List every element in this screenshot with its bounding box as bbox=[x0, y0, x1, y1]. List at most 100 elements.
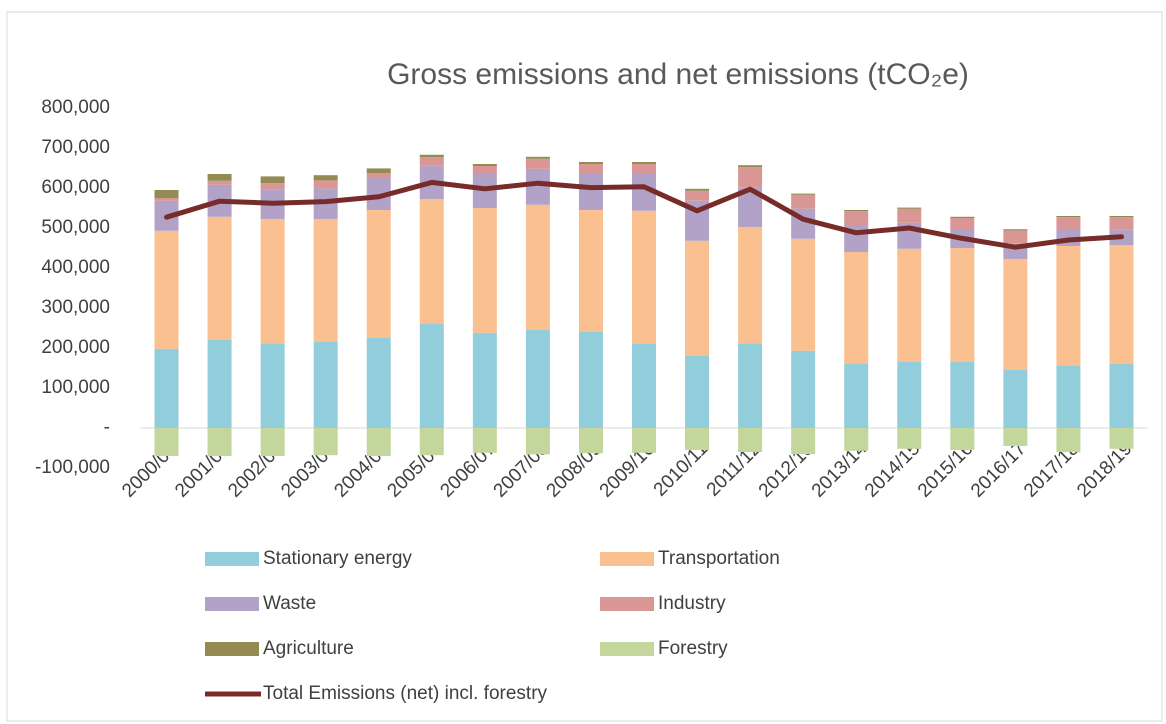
bar-segment bbox=[844, 428, 869, 451]
legend-swatch bbox=[600, 597, 654, 611]
bar-segment bbox=[844, 210, 869, 212]
legend-label: Agriculture bbox=[263, 638, 354, 659]
bar-segment bbox=[1003, 259, 1028, 370]
bar-segment bbox=[472, 164, 497, 166]
bar-segment bbox=[844, 363, 869, 428]
y-tick-label: 100,000 bbox=[41, 377, 110, 398]
bar-segment bbox=[366, 428, 391, 456]
bar-segment bbox=[685, 190, 710, 201]
bar-segment bbox=[1056, 366, 1081, 428]
bar-segment bbox=[791, 350, 816, 428]
bar-segment bbox=[313, 180, 338, 189]
bar-segment bbox=[632, 428, 656, 453]
bar-segment bbox=[1003, 229, 1028, 231]
bar-segment bbox=[525, 330, 550, 428]
bar-segment bbox=[685, 356, 710, 428]
bar-segment bbox=[738, 343, 763, 428]
bar-segment bbox=[578, 164, 603, 174]
y-tick-label: 500,000 bbox=[41, 217, 110, 238]
bar-segment bbox=[950, 362, 975, 428]
bar-segment bbox=[207, 340, 232, 428]
bar-segment bbox=[1056, 216, 1081, 218]
bar-segment bbox=[1109, 217, 1134, 230]
bar-segment bbox=[897, 208, 922, 223]
line-series bbox=[164, 179, 1124, 250]
chart-title: Gross emissions and net emissions (tCO₂e… bbox=[387, 58, 969, 91]
bar-segment bbox=[685, 188, 710, 191]
bar-segment bbox=[950, 216, 975, 218]
bar-segment bbox=[207, 180, 232, 185]
bar-segment bbox=[1056, 428, 1081, 452]
bar-segment bbox=[525, 158, 550, 169]
bar-segment bbox=[472, 332, 497, 428]
bar-segment bbox=[1109, 364, 1134, 428]
bar-segment bbox=[1003, 370, 1028, 428]
y-tick-label: 800,000 bbox=[41, 97, 110, 118]
bar-segment bbox=[1109, 216, 1134, 218]
legend-swatch bbox=[205, 597, 259, 611]
bar-segment bbox=[1003, 428, 1028, 446]
bar-segment bbox=[897, 207, 922, 209]
bar-segment bbox=[632, 344, 656, 428]
bar-segment bbox=[1056, 217, 1081, 230]
bar-segment bbox=[738, 167, 763, 188]
bar-segment bbox=[366, 173, 391, 178]
bar-segment bbox=[632, 210, 656, 344]
bar-segment bbox=[791, 194, 816, 209]
bar-segment bbox=[632, 162, 656, 164]
legend-label: Stationary energy bbox=[263, 548, 412, 569]
bar-segment bbox=[738, 165, 763, 168]
y-tick-label: - bbox=[104, 417, 110, 438]
bar-segment bbox=[419, 157, 444, 166]
legend-swatch bbox=[600, 642, 654, 656]
bar-segment bbox=[419, 199, 444, 324]
bar-segment bbox=[1109, 428, 1134, 449]
y-tick-label: -100,000 bbox=[35, 457, 110, 478]
bar-segment bbox=[154, 348, 179, 428]
bar-segment bbox=[950, 248, 975, 362]
bar-segment bbox=[950, 218, 975, 230]
bar-segment bbox=[260, 183, 285, 190]
bar-segment bbox=[897, 428, 922, 449]
y-tick-label: 600,000 bbox=[41, 177, 110, 198]
bar-segment bbox=[844, 252, 869, 364]
bar-segment bbox=[366, 338, 391, 428]
bar-segment bbox=[260, 219, 285, 344]
bar-segment bbox=[419, 428, 444, 456]
bar-segment bbox=[472, 208, 497, 333]
bar-segment bbox=[207, 216, 232, 340]
bar-segment bbox=[791, 428, 816, 454]
bar-segment bbox=[578, 210, 603, 332]
bar-segment bbox=[578, 162, 603, 164]
bar-segment bbox=[525, 168, 550, 205]
legend-swatch bbox=[205, 552, 259, 566]
bar-segment bbox=[578, 332, 603, 428]
bar-segment bbox=[419, 154, 444, 158]
y-tick-label: 300,000 bbox=[41, 297, 110, 318]
bar-segment bbox=[1056, 246, 1081, 366]
bar-segment bbox=[207, 428, 232, 456]
legend-label: Forestry bbox=[658, 638, 728, 659]
bar-segment bbox=[525, 156, 550, 159]
bar-segment bbox=[260, 343, 285, 428]
bar-segment bbox=[313, 175, 338, 181]
bar-segment bbox=[313, 428, 338, 456]
bar-segment bbox=[472, 166, 497, 174]
bar-segment bbox=[154, 230, 179, 349]
bar-segment bbox=[897, 248, 922, 362]
bar-segment bbox=[313, 219, 338, 342]
legend-swatch bbox=[205, 642, 259, 656]
bar-segment bbox=[525, 428, 550, 455]
legend-label: Transportation bbox=[658, 548, 780, 569]
bar-segment bbox=[207, 174, 232, 181]
bar-segment bbox=[578, 428, 603, 454]
bar-segment bbox=[154, 198, 179, 201]
y-tick-label: 200,000 bbox=[41, 337, 110, 358]
bar-segment bbox=[685, 428, 710, 450]
bar-segment bbox=[313, 342, 338, 428]
bar-segment bbox=[578, 174, 603, 210]
legend-label: Industry bbox=[658, 593, 726, 614]
bar-segment bbox=[154, 190, 179, 198]
bar-segment bbox=[950, 428, 975, 450]
bar-segment bbox=[260, 428, 285, 456]
